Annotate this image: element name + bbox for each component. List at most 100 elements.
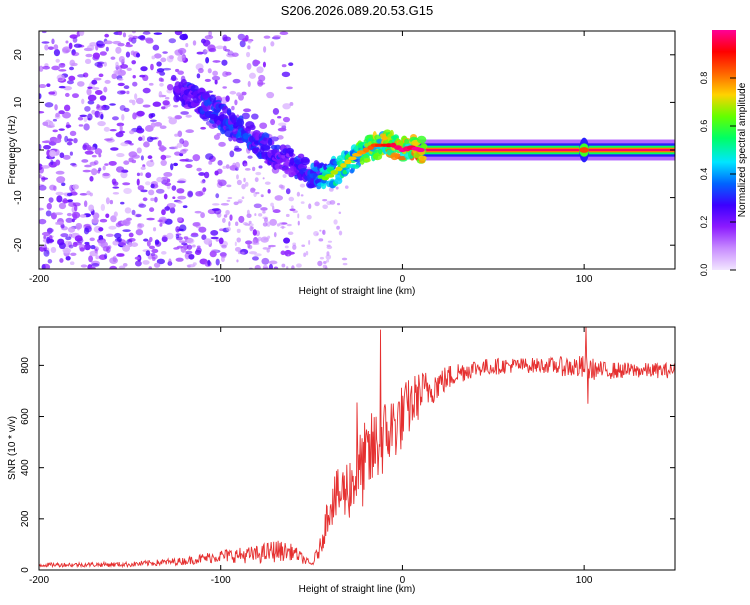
- y-tick-label: -10: [13, 190, 24, 205]
- heatmap-noise-blob: [191, 232, 199, 236]
- heatmap-noise-blob: [64, 92, 70, 98]
- heatmap-noise-blob: [262, 264, 268, 269]
- heatmap-ridge-blob: [262, 137, 268, 142]
- heatmap-noise-blob: [174, 114, 182, 120]
- heatmap-noise-blob: [210, 230, 219, 236]
- heatmap-noise-blob: [90, 266, 96, 269]
- heatmap-noise-blob: [124, 207, 132, 214]
- heatmap-noise-blob: [175, 234, 180, 239]
- heatmap-ridge-core: [335, 166, 343, 172]
- heatmap-noise-blob: [222, 34, 228, 42]
- heatmap-noise-blob: [154, 196, 158, 203]
- y-tick-label: 0: [13, 147, 24, 153]
- heatmap-noise-blob: [139, 172, 143, 176]
- heatmap-noise-blob: [47, 46, 54, 50]
- heatmap-noise-blob: [94, 89, 103, 95]
- heatmap-noise-blob: [164, 206, 171, 211]
- heatmap-noise-blob: [254, 253, 262, 257]
- heatmap-noise-blob: [99, 51, 107, 56]
- heatmap-noise-blob: [157, 219, 163, 223]
- heatmap-noise-blob: [112, 240, 120, 246]
- heatmap-noise-blob: [71, 218, 75, 223]
- heatmap-noise-blob: [76, 237, 84, 244]
- heatmap-noise-blob: [39, 65, 44, 72]
- heatmap-noise-blob: [128, 232, 134, 238]
- heatmap-noise-blob: [152, 227, 157, 232]
- heatmap-noise-blob: [205, 56, 210, 64]
- heatmap-noise-blob: [226, 226, 231, 232]
- heatmap-noise-blob: [104, 253, 108, 260]
- heatmap-noise-blob: [192, 40, 197, 46]
- heatmap-noise-blob: [270, 118, 276, 126]
- heatmap-noise-blob: [336, 202, 341, 206]
- heatmap-noise-blob: [322, 264, 327, 269]
- heatmap-noise-blob: [176, 180, 186, 184]
- spectrogram-y-axis-label: Frequency (Hz): [7, 116, 18, 185]
- heatmap-noise-blob: [156, 61, 162, 67]
- heatmap-noise-blob: [282, 103, 291, 110]
- heatmap-noise-blob: [301, 244, 306, 247]
- heatmap-noise-blob: [179, 159, 189, 162]
- heatmap-noise-blob: [50, 159, 54, 166]
- heatmap-noise-blob: [78, 124, 84, 127]
- snr-x-axis-label: Height of straight line (km): [299, 584, 416, 595]
- heatmap-noise-blob: [236, 228, 241, 233]
- heatmap-noise-blob: [287, 231, 294, 235]
- heatmap-noise-blob: [138, 203, 147, 208]
- heatmap-noise-blob: [64, 240, 71, 248]
- heatmap-noise-blob: [268, 263, 273, 269]
- heatmap-noise-blob: [98, 239, 106, 247]
- heatmap-noise-blob: [169, 207, 176, 214]
- heatmap-noise-blob: [281, 225, 285, 230]
- heatmap-noise-blob: [58, 242, 66, 250]
- heatmap-noise-blob: [258, 74, 266, 82]
- heatmap-noise-blob: [263, 46, 267, 53]
- heatmap-noise-blob: [62, 46, 71, 53]
- heatmap-noise-blob: [75, 222, 83, 230]
- heatmap-noise-blob: [285, 213, 290, 218]
- heatmap-noise-blob: [203, 238, 213, 245]
- heatmap-noise-blob: [146, 217, 155, 221]
- heatmap-noise-blob: [72, 202, 81, 207]
- heatmap-noise-blob: [198, 226, 207, 233]
- heatmap-noise-blob: [254, 213, 257, 217]
- heatmap-noise-blob: [122, 32, 127, 38]
- heatmap-noise-blob: [162, 67, 172, 71]
- heatmap-ridge-core: [416, 147, 425, 153]
- heatmap-noise-blob: [280, 250, 286, 256]
- heatmap-noise-blob: [264, 181, 271, 185]
- heatmap-noise-blob: [252, 166, 256, 172]
- heatmap-ridge-blob: [175, 95, 181, 101]
- heatmap-noise-blob: [286, 266, 289, 269]
- heatmap-noise-blob: [244, 167, 251, 171]
- heatmap-noise-blob: [176, 217, 183, 222]
- heatmap-noise-blob: [172, 196, 176, 200]
- heatmap-noise-blob: [235, 221, 239, 227]
- heatmap-noise-blob: [122, 229, 131, 233]
- heatmap-noise-blob: [280, 185, 285, 189]
- heatmap-noise-blob: [87, 100, 95, 105]
- heatmap-noise-blob: [137, 35, 146, 40]
- heatmap-noise-blob: [112, 186, 120, 189]
- heatmap-noise-blob: [130, 242, 139, 247]
- heatmap-noise-blob: [111, 178, 117, 185]
- heatmap-noise-blob: [159, 223, 163, 227]
- heatmap-noise-blob: [222, 165, 227, 169]
- heatmap-noise-blob: [100, 203, 106, 212]
- heatmap-noise-blob: [180, 149, 187, 155]
- heatmap-noise-blob: [79, 214, 87, 218]
- heatmap-noise-blob: [98, 234, 104, 241]
- heatmap-noise-blob: [103, 126, 110, 132]
- heatmap-noise-blob: [83, 227, 90, 235]
- colorbar-ticks: 0.0 0.2 0.4 0.6 0.8: [699, 72, 736, 276]
- heatmap-noise-blob: [241, 196, 245, 199]
- heatmap-noise-blob: [233, 147, 242, 152]
- heatmap-noise-blob: [134, 93, 138, 100]
- heatmap-noise-blob: [118, 55, 125, 63]
- heatmap-noise-blob: [267, 235, 271, 239]
- heatmap-noise-blob: [266, 248, 270, 253]
- heatmap-noise-blob: [323, 260, 327, 264]
- heatmap-noise-blob: [248, 72, 256, 79]
- heatmap-noise-blob: [98, 153, 102, 158]
- heatmap-noise-blob: [291, 205, 294, 209]
